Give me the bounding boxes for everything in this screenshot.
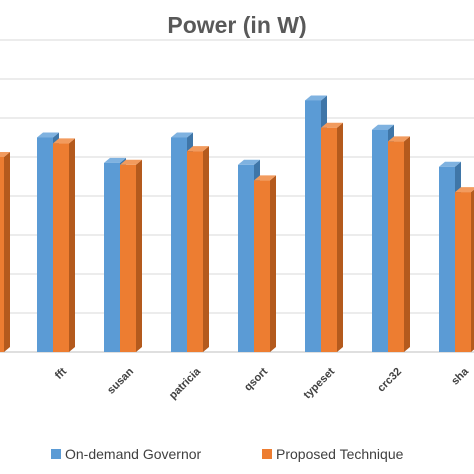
chart-title: Power (in W)	[167, 12, 306, 38]
x-tick-label: crc32	[375, 366, 404, 395]
legend: On-demand Governor Proposed Technique	[51, 446, 404, 462]
bar-typeset-proposed	[321, 122, 343, 352]
bar-partial-left	[0, 152, 10, 352]
x-tick-label: sha	[449, 365, 472, 388]
x-tick-label: susan	[105, 365, 136, 396]
legend-swatch-proposed	[262, 449, 272, 459]
x-tick-labels: fftsusanpatriciaqsorttypesetcrc32shastri	[53, 365, 472, 402]
legend-label-on-demand: On-demand Governor	[65, 446, 202, 462]
x-tick-label: qsort	[242, 365, 270, 393]
bar-crc32-proposed	[388, 136, 410, 352]
legend-label-proposed: Proposed Technique	[276, 446, 404, 462]
bar-qsort-proposed	[254, 175, 276, 352]
bar-susan-proposed	[120, 159, 142, 352]
x-tick-label: typeset	[301, 365, 337, 401]
x-tick-label: fft	[53, 365, 69, 381]
bar-sha-proposed	[455, 187, 474, 352]
bar-patricia-proposed	[187, 146, 209, 352]
bar-fft-proposed	[53, 138, 75, 352]
legend-swatch-on-demand	[51, 449, 61, 459]
x-tick-label: patricia	[167, 365, 204, 402]
gridlines	[0, 39, 474, 353]
bars	[0, 95, 474, 352]
